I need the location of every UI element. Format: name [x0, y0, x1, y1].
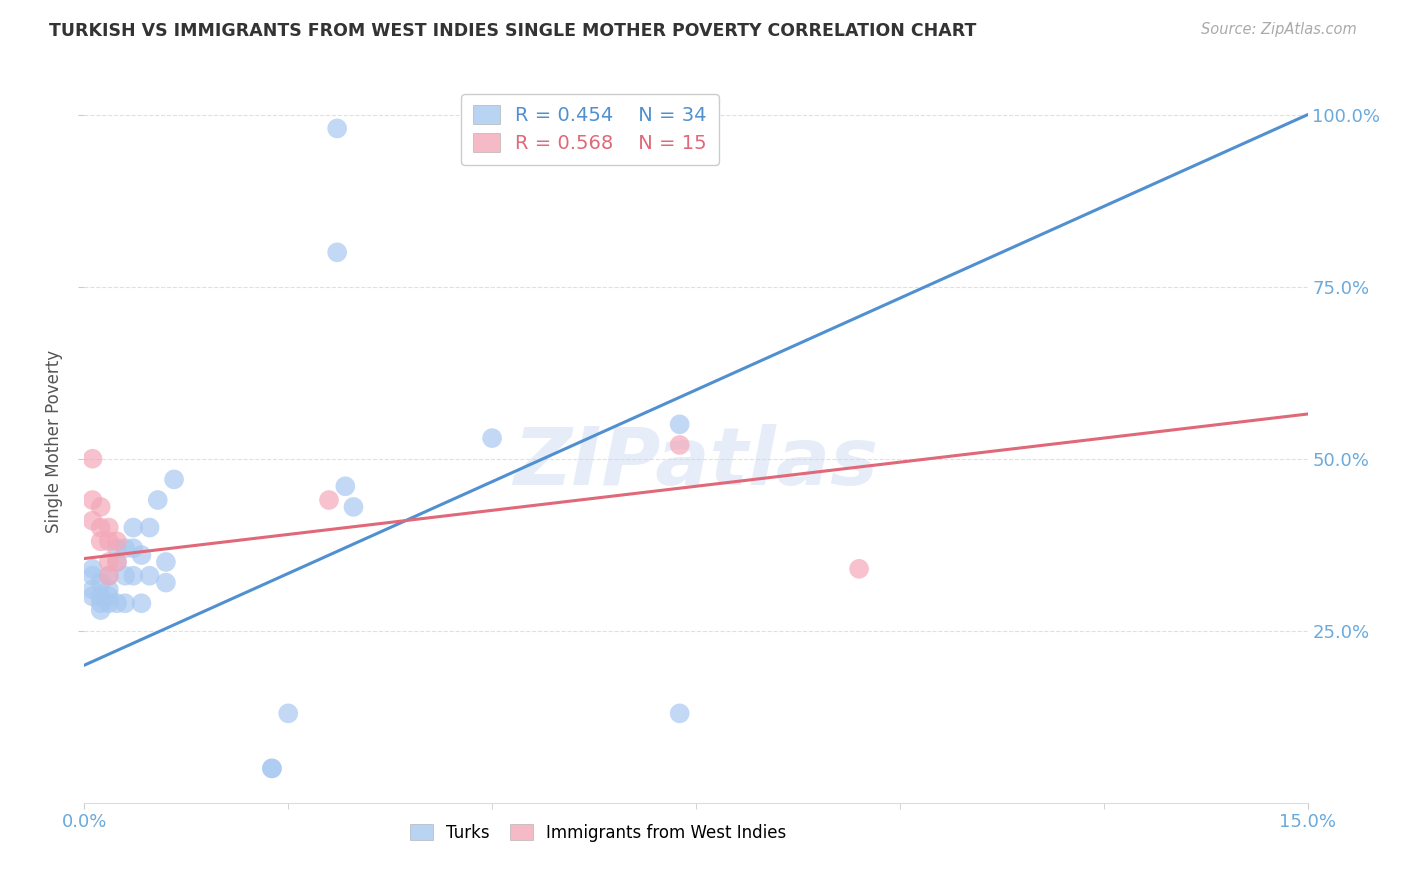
Point — [82, 514, 104, 528]
Point — [90, 603, 112, 617]
Point — [114, 541, 136, 556]
Point — [97, 568, 120, 582]
Point — [848, 562, 870, 576]
Point — [146, 493, 169, 508]
Point — [114, 568, 136, 582]
Legend: Turks, Immigrants from West Indies: Turks, Immigrants from West Indies — [404, 817, 793, 848]
Point — [668, 438, 690, 452]
Point — [82, 451, 104, 466]
Point — [97, 590, 120, 604]
Y-axis label: Single Mother Poverty: Single Mother Poverty — [45, 350, 63, 533]
Point — [326, 245, 349, 260]
Point — [481, 431, 503, 445]
Point — [138, 568, 160, 582]
Point — [105, 541, 128, 556]
Point — [97, 596, 120, 610]
Text: ZIPatlas: ZIPatlas — [513, 425, 879, 502]
Point — [105, 555, 128, 569]
Point — [97, 582, 120, 597]
Point — [97, 520, 120, 534]
Point — [155, 575, 177, 590]
Point — [318, 493, 340, 508]
Point — [163, 472, 186, 486]
Point — [114, 596, 136, 610]
Point — [82, 568, 104, 582]
Point — [82, 582, 104, 597]
Point — [97, 555, 120, 569]
Point — [668, 417, 690, 432]
Point — [97, 534, 120, 549]
Point — [105, 596, 128, 610]
Point — [335, 479, 357, 493]
Text: TURKISH VS IMMIGRANTS FROM WEST INDIES SINGLE MOTHER POVERTY CORRELATION CHART: TURKISH VS IMMIGRANTS FROM WEST INDIES S… — [49, 22, 977, 40]
Point — [90, 534, 112, 549]
Point — [82, 493, 104, 508]
Point — [668, 706, 690, 721]
Point — [260, 761, 283, 775]
Point — [155, 555, 177, 569]
Point — [82, 590, 104, 604]
Point — [260, 761, 283, 775]
Point — [131, 596, 153, 610]
Point — [90, 596, 112, 610]
Point — [277, 706, 299, 721]
Point — [105, 555, 128, 569]
Point — [326, 121, 349, 136]
Point — [138, 520, 160, 534]
Point — [105, 534, 128, 549]
Point — [122, 568, 145, 582]
Point — [90, 575, 112, 590]
Point — [342, 500, 364, 514]
Point — [82, 562, 104, 576]
Point — [131, 548, 153, 562]
Point — [90, 500, 112, 514]
Point — [122, 541, 145, 556]
Point — [90, 520, 112, 534]
Point — [122, 520, 145, 534]
Point — [97, 568, 120, 582]
Point — [90, 590, 112, 604]
Text: Source: ZipAtlas.com: Source: ZipAtlas.com — [1201, 22, 1357, 37]
